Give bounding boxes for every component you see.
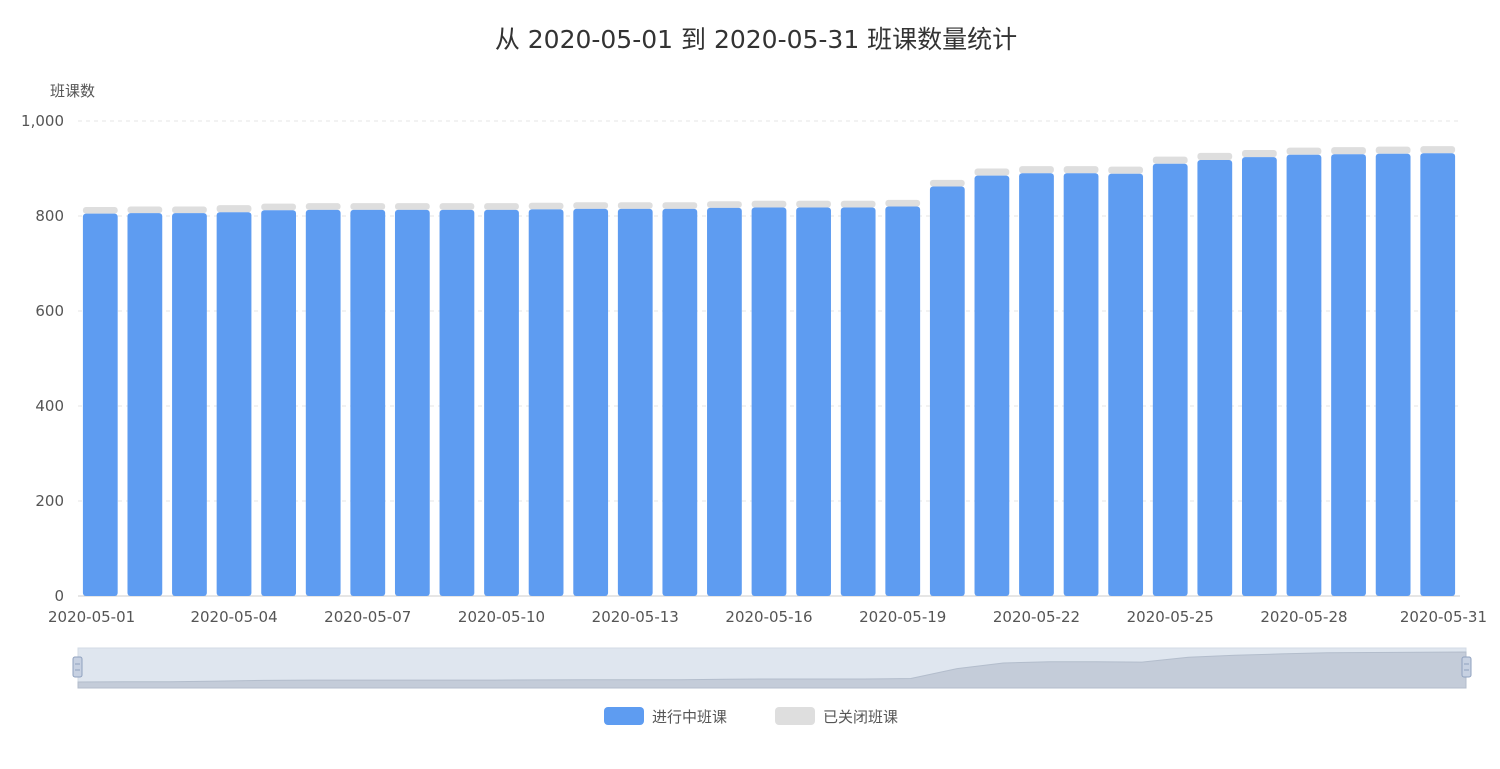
bar-closed[interactable]	[707, 201, 742, 208]
bar-closed[interactable]	[305, 203, 341, 210]
bar-active[interactable]	[796, 207, 831, 596]
bar-closed[interactable]	[929, 179, 965, 187]
bar-active[interactable]	[1063, 173, 1099, 596]
x-tick-label: 2020-05-16	[725, 608, 812, 626]
bar-active[interactable]	[1152, 163, 1188, 596]
bar-active[interactable]	[216, 212, 252, 596]
legend-item-active[interactable]: 进行中班课	[604, 707, 727, 726]
bar-active[interactable]	[707, 207, 742, 597]
bar-closed[interactable]	[1375, 146, 1411, 154]
bar-active[interactable]	[261, 210, 296, 597]
x-tick-label: 2020-05-28	[1260, 608, 1347, 626]
bar-closed[interactable]	[261, 203, 296, 211]
x-tick-label: 2020-05-10	[458, 608, 545, 626]
bar-closed[interactable]	[573, 202, 609, 209]
bar-closed[interactable]	[528, 202, 564, 210]
y-axis-ticks: 0 200 400 600 800 1,000	[21, 112, 64, 605]
y-axis-label: 班课数	[50, 82, 95, 100]
bar-active[interactable]	[751, 207, 787, 596]
bar-active[interactable]	[885, 206, 921, 597]
chart-title: 从 2020-05-01 到 2020-05-31 班课数量统计	[495, 25, 1017, 54]
y-tick-label: 400	[35, 397, 64, 415]
bar-closed[interactable]	[885, 199, 921, 207]
bar-closed[interactable]	[1108, 166, 1144, 174]
x-tick-label: 2020-05-19	[859, 608, 946, 626]
x-tick-label: 2020-05-13	[592, 608, 679, 626]
bar-closed[interactable]	[439, 203, 475, 210]
bar-closed[interactable]	[82, 206, 118, 214]
bar-closed[interactable]	[662, 202, 698, 209]
legend-item-closed[interactable]: 已关闭班课	[775, 707, 898, 726]
y-tick-label: 600	[35, 302, 64, 320]
bar-closed[interactable]	[394, 203, 430, 210]
bar-closed[interactable]	[751, 200, 787, 208]
x-tick-label: 2020-05-25	[1127, 608, 1214, 626]
bar-closed[interactable]	[1331, 147, 1366, 155]
bar-closed[interactable]	[796, 200, 831, 208]
y-tick-label: 0	[54, 587, 64, 605]
bar-active[interactable]	[350, 209, 386, 596]
zoom-data-shadow	[77, 651, 1467, 689]
y-tick-label: 1,000	[21, 112, 64, 130]
legend: 进行中班课 已关闭班课	[604, 707, 898, 726]
y-tick-label: 800	[35, 207, 64, 225]
bar-closed[interactable]	[1152, 156, 1188, 164]
bar-active[interactable]	[617, 208, 653, 596]
bar-active[interactable]	[172, 213, 207, 596]
bar-closed[interactable]	[484, 203, 519, 210]
bar-closed[interactable]	[216, 205, 252, 213]
bar-active[interactable]	[528, 209, 564, 596]
bar-closed[interactable]	[172, 206, 207, 214]
bar-active[interactable]	[840, 207, 876, 596]
x-tick-label: 2020-05-22	[993, 608, 1080, 626]
bar-active[interactable]	[929, 186, 965, 597]
x-tick-label: 2020-05-31	[1400, 608, 1487, 626]
bar-active[interactable]	[305, 209, 341, 596]
bar-closed[interactable]	[974, 168, 1010, 176]
legend-swatch	[775, 707, 815, 725]
bar-closed[interactable]	[1019, 166, 1054, 174]
data-zoom-slider[interactable]	[72, 647, 1472, 689]
bar-active[interactable]	[1331, 154, 1366, 596]
zoom-handle-left[interactable]	[72, 656, 83, 678]
bar-active[interactable]	[1108, 173, 1144, 596]
zoom-handle-right[interactable]	[1461, 656, 1472, 678]
x-tick-label: 2020-05-04	[190, 608, 277, 626]
bar-closed[interactable]	[617, 202, 653, 209]
bar-closed[interactable]	[127, 206, 163, 214]
bars	[82, 146, 1456, 597]
x-tick-label: 2020-05-07	[324, 608, 411, 626]
bar-active[interactable]	[974, 175, 1010, 596]
bar-active[interactable]	[82, 213, 118, 596]
bar-active[interactable]	[439, 209, 475, 596]
legend-swatch	[604, 707, 644, 725]
bar-active[interactable]	[573, 208, 609, 596]
y-tick-label: 200	[35, 492, 64, 510]
bar-active[interactable]	[1197, 159, 1233, 596]
legend-label: 已关闭班课	[823, 708, 898, 726]
bar-active[interactable]	[394, 209, 430, 596]
bar-closed[interactable]	[1242, 149, 1277, 158]
bar-active[interactable]	[1242, 157, 1277, 596]
x-axis-ticks: 2020-05-01 2020-05-04 2020-05-07 2020-05-10…	[48, 608, 1487, 626]
bar-closed[interactable]	[1063, 166, 1099, 174]
bar-closed[interactable]	[1286, 147, 1322, 155]
bar-active[interactable]	[662, 208, 698, 596]
legend-label: 进行中班课	[652, 708, 727, 726]
bar-active[interactable]	[1420, 153, 1456, 597]
bar-closed[interactable]	[1420, 146, 1456, 154]
bar-closed[interactable]	[350, 203, 386, 210]
bar-active[interactable]	[1375, 153, 1411, 596]
bar-active[interactable]	[1019, 173, 1054, 596]
bar-active[interactable]	[1286, 154, 1322, 596]
bar-closed[interactable]	[840, 200, 876, 208]
bar-active[interactable]	[484, 209, 519, 596]
bar-active[interactable]	[127, 213, 163, 596]
x-tick-label: 2020-05-01	[48, 608, 135, 626]
bar-closed[interactable]	[1197, 152, 1233, 160]
